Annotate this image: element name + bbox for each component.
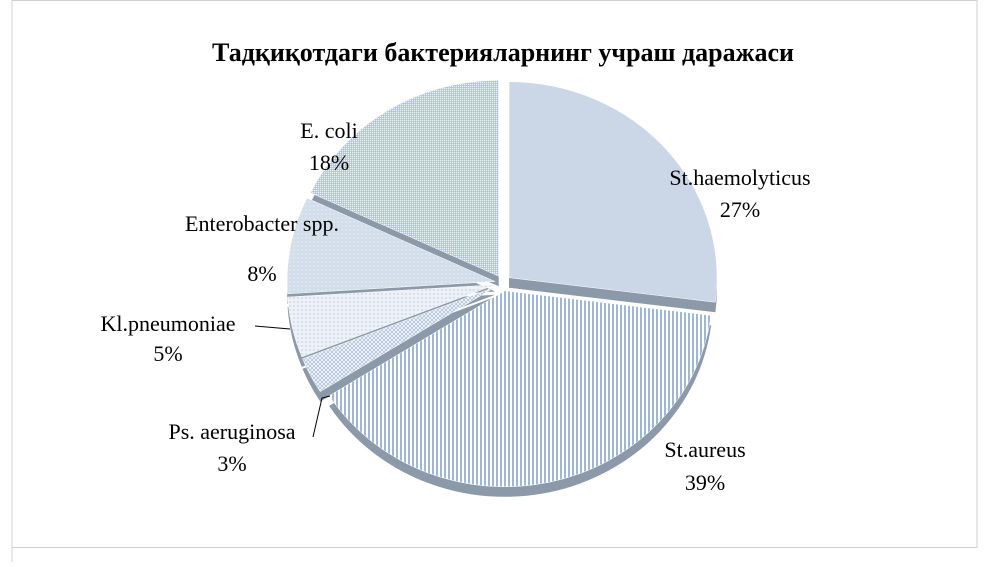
leader-line — [312, 395, 331, 438]
slice — [310, 79, 499, 277]
slice-label: St.aureus — [664, 437, 745, 462]
slice-value-label: 18% — [309, 150, 349, 175]
slice-side — [302, 296, 496, 402]
slice — [302, 286, 497, 392]
slice-label: Enterobacter spp. — [185, 211, 339, 236]
slice — [287, 284, 496, 358]
slice — [328, 290, 712, 488]
slice-value-label: 8% — [247, 261, 276, 286]
slice-label: Ps. aeruginosa — [168, 419, 295, 444]
slice-value-label: 3% — [217, 451, 246, 476]
pie — [286, 79, 718, 497]
slice-value-label: 39% — [685, 470, 725, 495]
slice-label: E. coli — [300, 118, 357, 143]
slice — [286, 197, 496, 295]
slice — [508, 81, 718, 303]
chart-title: Тадқиқотдаги бактерияларнинг учраш дараж… — [212, 38, 794, 67]
slice-label: St.haemolyticus — [669, 165, 810, 190]
slice-value-label: 27% — [720, 197, 760, 222]
slice-value-label: 5% — [153, 341, 182, 366]
slice-label: Kl.pneumoniae — [100, 311, 235, 336]
leader-line — [254, 325, 291, 330]
